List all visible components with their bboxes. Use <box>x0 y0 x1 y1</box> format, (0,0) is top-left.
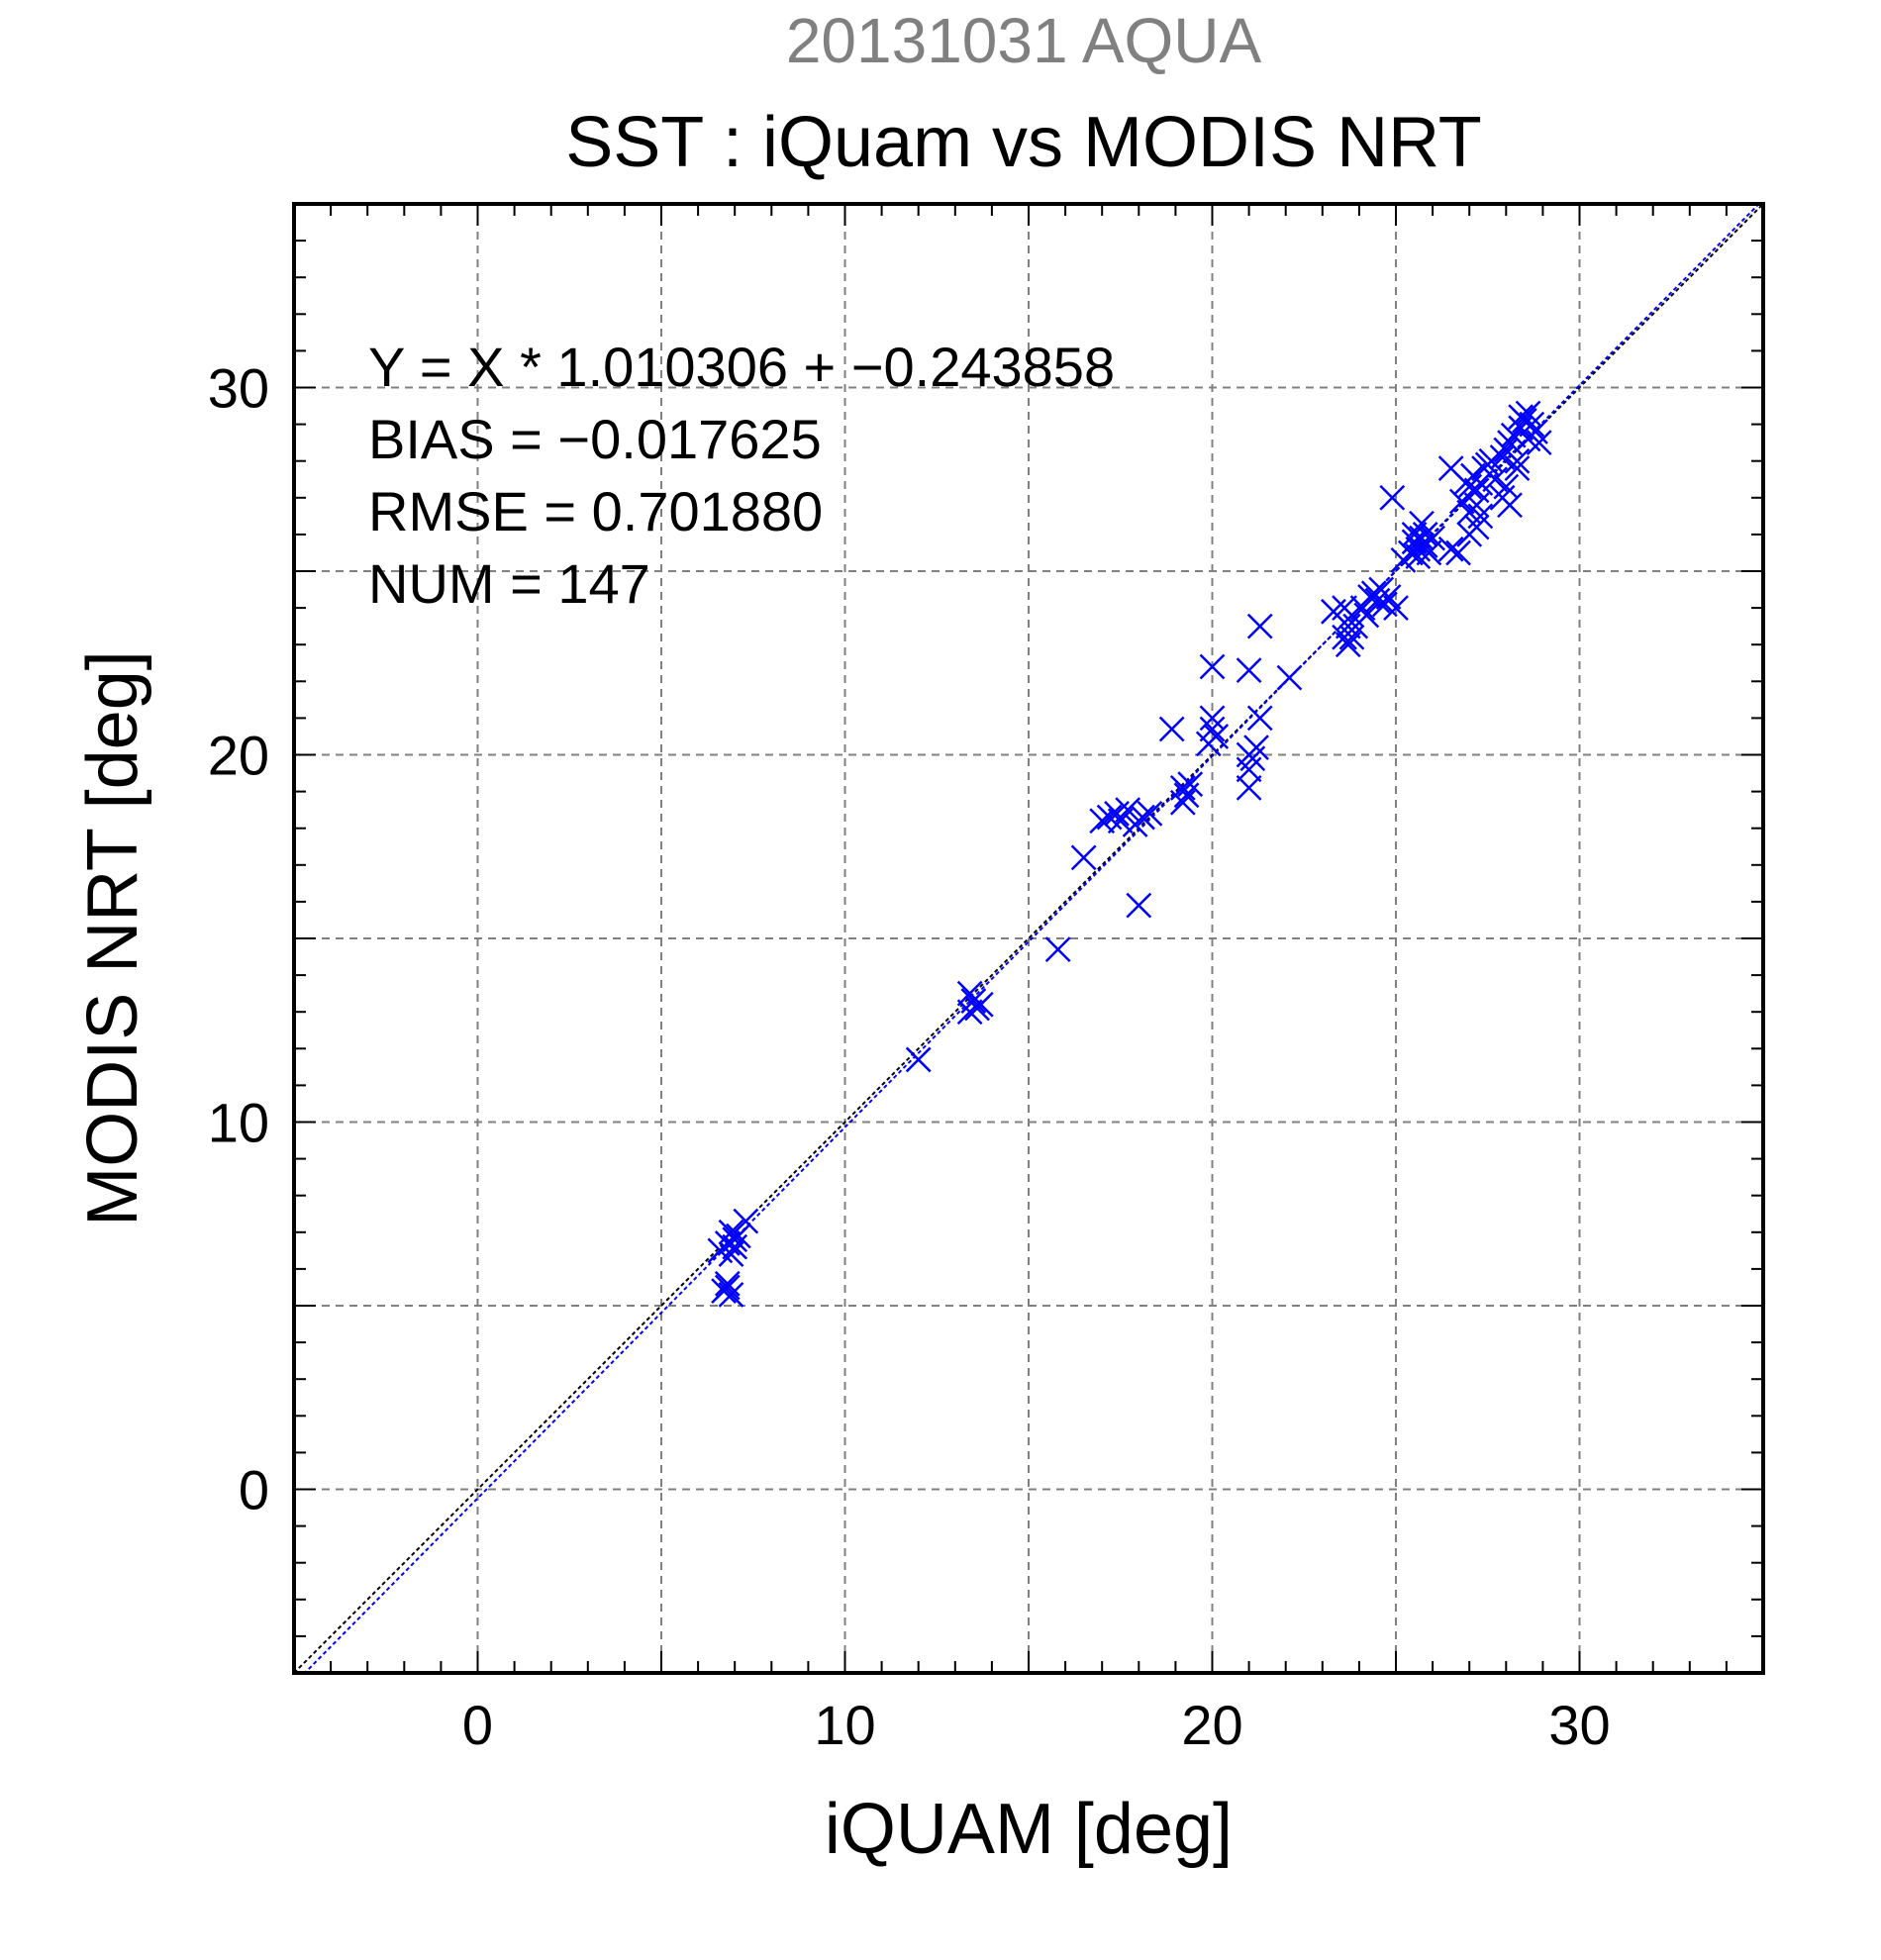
data-point <box>1115 797 1141 824</box>
data-point <box>1357 584 1383 610</box>
chart-title: SST : iQuam vs MODIS NRT <box>565 103 1482 182</box>
data-point <box>1504 455 1531 482</box>
data-point <box>1070 844 1097 871</box>
data-point <box>1409 510 1435 537</box>
data-point <box>1169 775 1196 801</box>
regression-lines <box>294 204 1763 1673</box>
data-point <box>722 1233 748 1260</box>
data-point <box>1169 789 1196 816</box>
data-point <box>1199 705 1226 732</box>
data-point <box>1489 444 1516 470</box>
x-axis-label: iQUAM [deg] <box>825 1790 1233 1869</box>
data-point <box>1243 735 1269 760</box>
x-tick-label: 20 <box>1181 1694 1242 1756</box>
data-point <box>1246 613 1273 639</box>
fit-line <box>303 204 1761 1673</box>
data-point <box>1044 936 1071 963</box>
data-point <box>1375 584 1402 610</box>
data-point <box>1508 404 1534 431</box>
data-point <box>1137 800 1163 827</box>
x-tick-label: 30 <box>1548 1694 1610 1756</box>
data-point <box>1199 653 1226 680</box>
data-point <box>1236 657 1262 684</box>
stats-line: BIAS = −0.017625 <box>368 408 822 470</box>
data-point <box>1504 447 1531 474</box>
data-point <box>956 999 983 1026</box>
data-point <box>1236 775 1262 801</box>
data-point <box>718 1241 744 1267</box>
stats-line: Y = X * 1.010306 + −0.243858 <box>368 336 1115 398</box>
data-point <box>1126 892 1152 919</box>
data-point <box>1383 595 1409 621</box>
data-point <box>1526 430 1552 456</box>
data-point <box>718 1219 744 1245</box>
data-point <box>1177 771 1204 798</box>
y-tick-labels: 0 10 20 30 <box>208 357 269 1521</box>
data-point <box>1437 536 1464 562</box>
data-point <box>905 1046 932 1073</box>
stats-line: NUM = 147 <box>368 552 650 615</box>
y-axis-label: MODIS NRT [deg] <box>73 650 152 1226</box>
data-point <box>1420 525 1445 551</box>
data-point <box>1130 804 1155 831</box>
x-tick-label: 10 <box>814 1694 875 1756</box>
data-point <box>1519 411 1545 438</box>
data-point <box>1379 484 1406 511</box>
data-point <box>1463 492 1490 519</box>
plot-frame <box>292 202 1765 1675</box>
y-tick-label: 20 <box>208 725 269 787</box>
chart-supertitle: 20131031 AQUA <box>786 5 1262 76</box>
data-point <box>1335 632 1361 658</box>
stats-annotation: Y = X * 1.010306 + −0.243858 BIAS = −0.01… <box>368 336 1115 615</box>
data-point <box>1482 466 1509 493</box>
y-tick-label: 0 <box>239 1459 269 1521</box>
grid-lines <box>294 204 1763 1673</box>
data-point <box>1158 716 1185 742</box>
x-tick-label: 0 <box>462 1694 493 1756</box>
y-tick-label: 10 <box>208 1092 269 1154</box>
y-tick-label: 30 <box>208 357 269 420</box>
scatter-points <box>707 400 1552 1308</box>
stats-line: RMSE = 0.701880 <box>368 480 823 542</box>
data-point <box>1276 664 1303 691</box>
data-point <box>1246 705 1273 732</box>
data-point <box>1467 470 1494 496</box>
data-point <box>733 1208 759 1234</box>
data-point <box>1203 724 1230 749</box>
data-point <box>718 1281 744 1308</box>
data-point <box>967 991 994 1018</box>
data-point <box>1199 716 1226 742</box>
data-point <box>1089 808 1116 834</box>
x-tick-labels: 0 10 20 30 <box>462 1694 1611 1756</box>
data-point <box>1445 539 1471 566</box>
data-point <box>1497 492 1523 519</box>
data-point <box>1107 808 1134 834</box>
data-point <box>714 1274 741 1301</box>
data-point <box>1416 539 1442 566</box>
